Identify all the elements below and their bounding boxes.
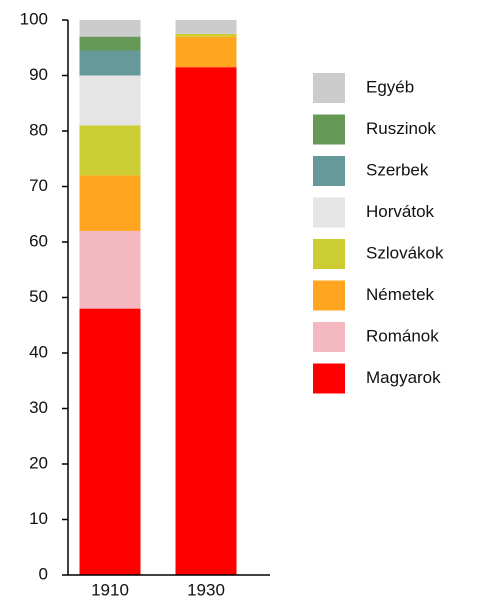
y-tick-label: 80: [29, 120, 48, 139]
legend-swatch: [313, 114, 345, 145]
y-tick-label: 10: [29, 509, 48, 528]
legend-swatch: [313, 239, 345, 269]
bar-segment: [175, 67, 237, 576]
legend-swatch: [313, 197, 345, 228]
legend-label: Egyéb: [366, 77, 414, 96]
y-tick-label: 90: [29, 65, 48, 84]
legend-swatch: [313, 363, 345, 394]
legend-label: Horvátok: [366, 202, 435, 221]
x-tick-label: 1930: [187, 580, 225, 599]
bar-segment: [79, 20, 141, 37]
legend-label: Ruszinok: [366, 119, 436, 138]
bar-segment: [79, 175, 141, 231]
legend-label: Németek: [366, 285, 435, 304]
y-tick-label: 30: [29, 398, 48, 417]
legend-label: Románok: [366, 326, 439, 345]
legend-swatch: [313, 73, 345, 103]
legend-swatch: [313, 280, 345, 311]
bar-segment: [79, 75, 141, 126]
y-tick-label: 100: [20, 9, 48, 28]
bar-segment: [79, 50, 141, 76]
y-tick-label: 50: [29, 287, 48, 306]
legend-label: Szerbek: [366, 160, 429, 179]
y-tick-label: 70: [29, 176, 48, 195]
bar-segment: [79, 125, 141, 176]
x-tick-label: 1910: [91, 580, 129, 599]
legend-swatch: [313, 156, 345, 186]
bar-segment: [79, 308, 141, 575]
bar-segment: [175, 20, 237, 34]
bar-segment: [175, 33, 237, 37]
y-tick-label: 60: [29, 231, 48, 250]
bar-segment: [79, 36, 141, 51]
y-tick-label: 40: [29, 342, 48, 361]
legend-label: Szlovákok: [366, 243, 444, 262]
legend-label: Magyarok: [366, 368, 441, 387]
legend-swatch: [313, 322, 345, 352]
y-tick-label: 0: [39, 564, 48, 583]
y-tick-label: 20: [29, 453, 48, 472]
bar-segment: [175, 36, 237, 68]
bar-segment: [79, 230, 141, 309]
